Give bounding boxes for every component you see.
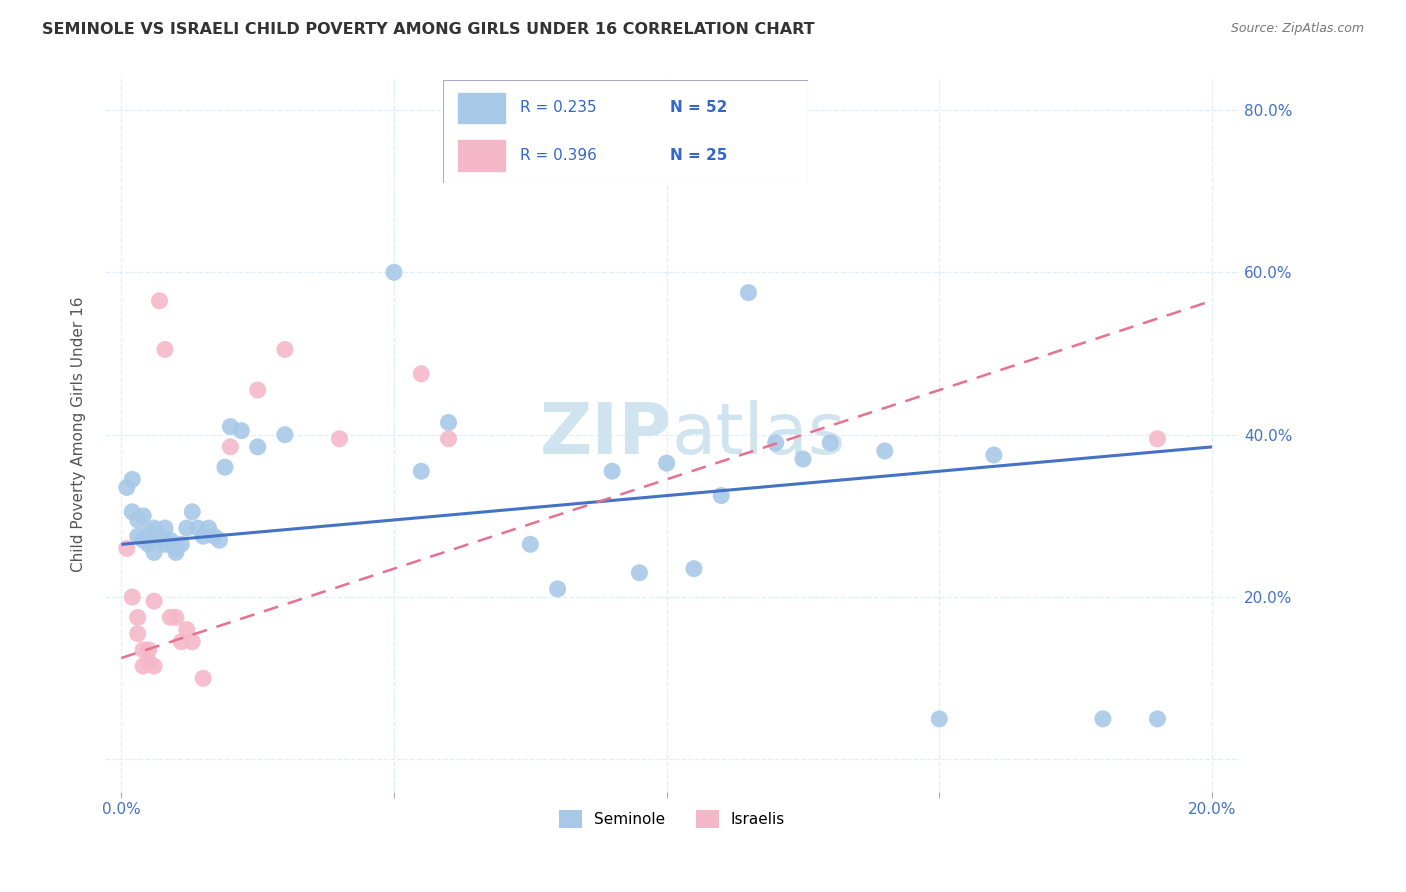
Point <box>181 634 204 648</box>
Point <box>411 367 433 381</box>
Legend: Seminole, Israelis: Seminole, Israelis <box>553 804 792 834</box>
FancyBboxPatch shape <box>443 80 808 183</box>
Point <box>181 505 204 519</box>
Point <box>274 343 297 357</box>
Point <box>121 472 143 486</box>
Point <box>1091 712 1114 726</box>
Point <box>710 489 733 503</box>
Point <box>165 545 187 559</box>
Point <box>148 293 170 308</box>
Text: Source: ZipAtlas.com: Source: ZipAtlas.com <box>1230 22 1364 36</box>
Point <box>153 537 176 551</box>
Point <box>437 416 460 430</box>
Point <box>202 529 225 543</box>
Text: N = 52: N = 52 <box>669 101 727 115</box>
Point <box>219 419 242 434</box>
Point <box>197 521 219 535</box>
Point <box>143 594 166 608</box>
Point <box>792 452 814 467</box>
Point <box>132 533 155 548</box>
Point <box>127 610 149 624</box>
Point <box>143 659 166 673</box>
Point <box>191 671 214 685</box>
Point <box>547 582 569 596</box>
Point <box>143 545 166 559</box>
Point <box>143 521 166 535</box>
Point <box>274 427 297 442</box>
Point <box>437 432 460 446</box>
Point <box>127 513 149 527</box>
Point <box>655 456 678 470</box>
Point <box>208 533 231 548</box>
Point <box>138 537 160 551</box>
Point <box>983 448 1005 462</box>
Point <box>928 712 950 726</box>
Point <box>683 562 706 576</box>
Point <box>628 566 651 580</box>
Text: atlas: atlas <box>672 401 846 469</box>
Text: R = 0.396: R = 0.396 <box>520 148 596 162</box>
Point <box>121 505 143 519</box>
Point <box>328 432 350 446</box>
Point <box>115 541 138 556</box>
Point <box>176 623 198 637</box>
Y-axis label: Child Poverty Among Girls Under 16: Child Poverty Among Girls Under 16 <box>72 297 86 573</box>
Bar <box>457 93 505 123</box>
Point <box>411 464 433 478</box>
Point <box>138 655 160 669</box>
Point <box>600 464 623 478</box>
Point <box>132 643 155 657</box>
Point <box>165 541 187 556</box>
Point <box>121 590 143 604</box>
Point <box>818 435 841 450</box>
Point <box>214 460 236 475</box>
Point <box>231 424 253 438</box>
Point <box>191 529 214 543</box>
Text: SEMINOLE VS ISRAELI CHILD POVERTY AMONG GIRLS UNDER 16 CORRELATION CHART: SEMINOLE VS ISRAELI CHILD POVERTY AMONG … <box>42 22 815 37</box>
Text: ZIP: ZIP <box>540 401 672 469</box>
Point <box>159 537 181 551</box>
Point <box>138 643 160 657</box>
Point <box>153 343 176 357</box>
Point <box>132 508 155 523</box>
Point <box>765 435 787 450</box>
Point <box>127 626 149 640</box>
Point <box>138 533 160 548</box>
Point <box>170 634 193 648</box>
Text: N = 25: N = 25 <box>669 148 727 162</box>
Point <box>176 521 198 535</box>
Point <box>382 265 405 279</box>
Point <box>1146 432 1168 446</box>
Point <box>246 440 269 454</box>
Point <box>519 537 541 551</box>
Point <box>170 537 193 551</box>
Point <box>138 525 160 540</box>
Bar <box>457 140 505 170</box>
Point <box>132 659 155 673</box>
Point <box>246 383 269 397</box>
Point <box>159 533 181 548</box>
Point <box>1146 712 1168 726</box>
Text: R = 0.235: R = 0.235 <box>520 101 596 115</box>
Point <box>148 529 170 543</box>
Point <box>219 440 242 454</box>
Point <box>187 521 209 535</box>
Point <box>873 444 896 458</box>
Point <box>159 610 181 624</box>
Point <box>127 529 149 543</box>
Point <box>115 480 138 494</box>
Point <box>165 610 187 624</box>
Point <box>148 533 170 548</box>
Point <box>737 285 759 300</box>
Point <box>153 521 176 535</box>
